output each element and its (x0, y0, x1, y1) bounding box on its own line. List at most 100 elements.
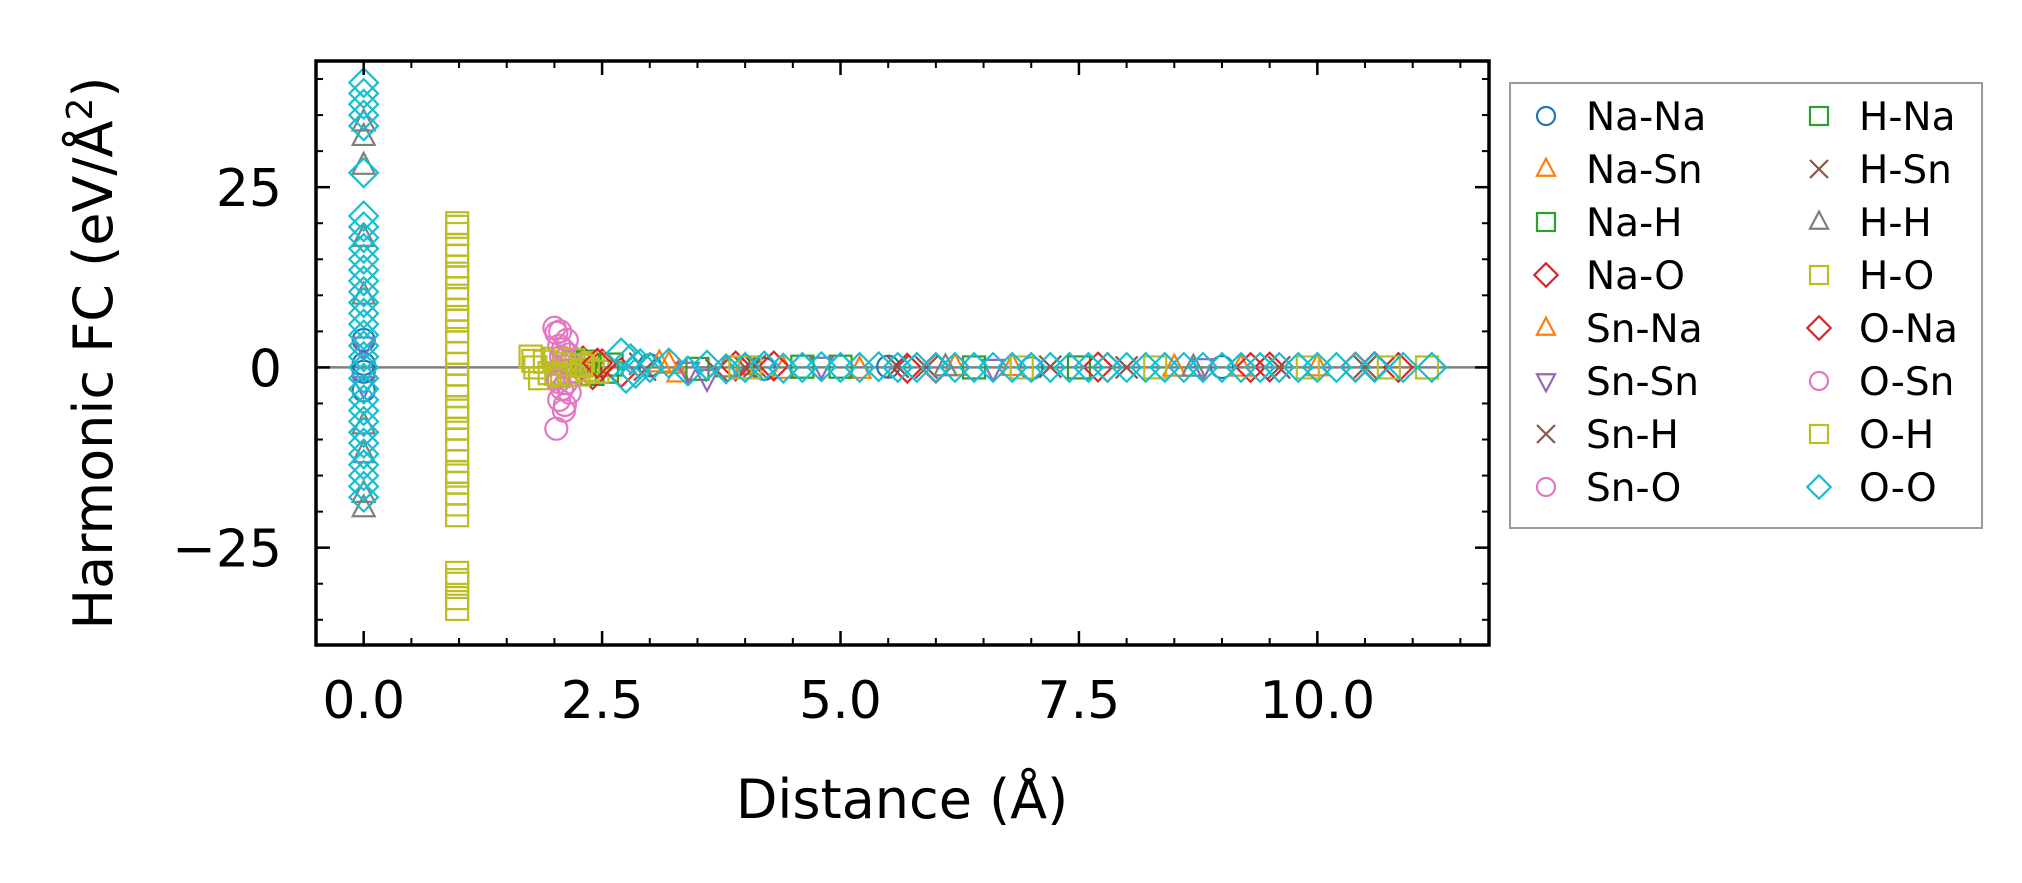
data-point (675, 361, 701, 387)
data-point (347, 200, 380, 232)
data-point (521, 348, 546, 374)
data-point (742, 354, 767, 378)
data-point (347, 340, 380, 373)
data-point (980, 358, 1006, 384)
y-tick-label: −25 (172, 520, 282, 580)
data-point (694, 368, 720, 394)
legend-item: H-H (1808, 201, 1932, 246)
legend-label: Na-Na (1586, 95, 1706, 140)
legend-item: Sn-H (1536, 413, 1679, 458)
data-point (1161, 352, 1188, 377)
legend-item: Sn-O (1535, 466, 1681, 511)
data-point (347, 459, 380, 492)
data-point (614, 342, 647, 375)
data-point (347, 210, 380, 243)
y-axis-label-superscript: 2 (60, 98, 101, 121)
legend-marker (1808, 370, 1830, 392)
data-point (347, 221, 380, 254)
data-point (999, 351, 1025, 377)
data-point (347, 66, 380, 99)
legend-label: Sn-O (1586, 466, 1681, 511)
data-point (1304, 352, 1331, 377)
data-point (445, 214, 470, 239)
legend-label: O-H (1859, 413, 1934, 458)
legend-label: H-Sn (1859, 148, 1952, 193)
legend-item: O-H (1808, 413, 1934, 458)
y-tick-label: 25 (216, 159, 282, 219)
data-point (347, 232, 380, 265)
axis-ticks: 0.0 2.5 5.0 7.5 10.0 −25 0 25 (172, 61, 1489, 731)
data-point (347, 297, 380, 330)
legend-label: Na-H (1586, 201, 1682, 246)
data-points (347, 66, 1448, 622)
data-point (1295, 355, 1320, 380)
x-axis-label: Distance (Å) (736, 767, 1068, 831)
y-tick-label: 0 (249, 339, 282, 399)
data-point (347, 99, 380, 131)
data-point (548, 319, 573, 344)
legend-label: O-Sn (1859, 360, 1954, 405)
data-point (624, 347, 657, 380)
data-point (544, 361, 569, 387)
data-point (1082, 351, 1114, 383)
plot-frame (314, 59, 1491, 647)
data-point (347, 481, 380, 514)
data-point (619, 357, 652, 390)
data-point (1234, 351, 1267, 384)
data-point (544, 416, 569, 441)
legend-marker (1536, 424, 1556, 444)
legend-marker (1808, 264, 1830, 286)
x-tick-label: 7.5 (1038, 671, 1121, 731)
series-o-h (445, 214, 594, 593)
data-point (633, 351, 666, 384)
data-point (1387, 351, 1420, 384)
data-point (445, 503, 470, 528)
data-point (347, 384, 380, 416)
x-tick-label: 10.0 (1259, 671, 1375, 731)
legend-label: O-O (1859, 466, 1937, 511)
legend-marker (1808, 105, 1830, 127)
legend-label: Sn-H (1586, 413, 1679, 458)
legend-label: Na-Sn (1586, 148, 1703, 193)
y-axis-label-close: ) (62, 77, 125, 98)
data-point (961, 355, 987, 380)
data-point (347, 275, 380, 308)
legend-marker (1535, 373, 1557, 394)
data-point (1143, 355, 1168, 380)
data-point (347, 77, 380, 110)
legend-item: Sn-Sn (1535, 360, 1699, 405)
data-point (581, 347, 614, 379)
data-point (347, 329, 380, 362)
legend-item: Na-Sn (1535, 148, 1703, 193)
legend-label: Na-O (1586, 254, 1685, 299)
series-o-sn (546, 319, 582, 418)
legend-marker (1805, 473, 1833, 501)
legend-label: H-O (1859, 254, 1934, 299)
legend-item: O-O (1805, 466, 1937, 511)
legend-marker (1805, 314, 1833, 342)
data-point (347, 156, 380, 189)
legend-item: O-Sn (1808, 360, 1954, 405)
legend-item: Sn-Na (1535, 307, 1703, 352)
x-tick-label: 2.5 (561, 671, 644, 731)
data-point (347, 286, 380, 319)
data-point (347, 427, 380, 459)
legend-marker (1535, 476, 1557, 498)
data-point (347, 254, 380, 286)
data-point (1376, 355, 1401, 380)
data-point (445, 463, 470, 488)
data-point (1066, 355, 1092, 380)
data-point (790, 354, 815, 379)
y-axis-label: Harmonic FC (eV/Å2) (60, 77, 125, 630)
legend-label: Sn-Na (1586, 307, 1703, 352)
y-axis-label-base: Harmonic FC (eV/Å (61, 120, 125, 629)
data-point (652, 347, 685, 379)
legend-item: Na-Na (1535, 95, 1706, 140)
legend-label: Sn-Sn (1586, 360, 1699, 405)
data-point (932, 352, 959, 377)
x-tick-label: 5.0 (799, 671, 882, 731)
legend-label: H-Na (1859, 95, 1955, 140)
legend-marker (1535, 211, 1557, 233)
legend-item: H-Na (1808, 95, 1955, 140)
